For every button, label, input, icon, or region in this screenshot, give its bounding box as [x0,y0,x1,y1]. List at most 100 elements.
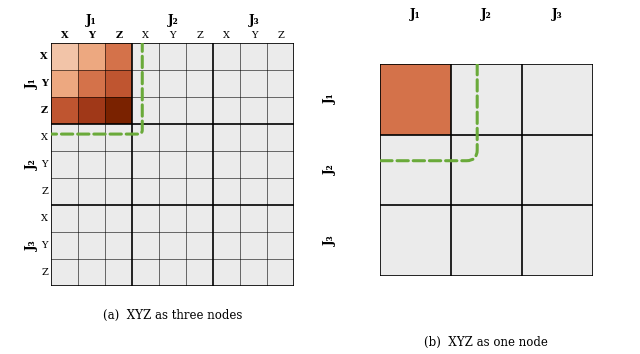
Bar [51,205,78,232]
Bar [268,70,294,97]
Bar [78,178,105,205]
Bar [451,64,522,135]
Bar [186,97,213,124]
Bar [132,259,159,286]
Bar [241,232,268,259]
Bar [78,205,105,232]
Text: J₁: J₁ [26,78,39,89]
Bar [78,97,105,124]
Bar [105,97,132,124]
Bar [186,232,213,259]
Bar [159,97,186,124]
Bar [105,205,132,232]
Bar [268,232,294,259]
Bar [105,178,132,205]
Bar [159,178,186,205]
Bar [213,97,241,124]
Bar [78,259,105,286]
Bar [159,43,186,70]
Text: (a)  XYZ as three nodes: (a) XYZ as three nodes [103,309,243,322]
Bar [186,43,213,70]
Bar [268,205,294,232]
Bar [241,151,268,178]
Bar [105,43,132,70]
Bar [241,70,268,97]
Bar [159,232,186,259]
Bar [132,151,159,178]
Bar [268,97,294,124]
Text: J₃: J₃ [324,235,337,246]
Bar [241,259,268,286]
Bar [380,135,451,205]
Bar [213,178,241,205]
Bar [241,205,268,232]
Bar [268,124,294,151]
Text: X: X [61,31,68,40]
Text: J₂: J₂ [168,14,178,27]
Bar [105,124,132,151]
Bar [241,124,268,151]
Text: J₁: J₁ [324,94,337,104]
Bar [268,178,294,205]
Text: Z: Z [115,31,122,40]
Bar [78,70,105,97]
Bar [186,151,213,178]
Bar [159,70,186,97]
Bar [159,124,186,151]
Text: J₁: J₁ [410,8,421,21]
Bar [105,232,132,259]
Bar [132,205,159,232]
Text: X: X [41,214,48,223]
Text: Y: Y [170,31,176,40]
Text: X: X [142,31,149,40]
Text: J₂: J₂ [26,159,39,170]
Bar [132,232,159,259]
Bar [186,259,213,286]
Bar [241,178,268,205]
Text: Y: Y [42,160,48,169]
Bar [51,151,78,178]
Bar [522,205,593,276]
Text: X: X [41,133,48,142]
Text: J₂: J₂ [324,165,337,175]
Bar [268,151,294,178]
Bar [51,124,78,151]
Bar [186,70,213,97]
Text: Y: Y [41,79,48,88]
Bar [186,124,213,151]
Text: Z: Z [41,106,48,115]
Bar [132,97,159,124]
Bar [380,205,451,276]
Text: X: X [40,52,48,61]
Text: J₃: J₃ [26,240,39,251]
Bar [213,232,241,259]
Bar [159,151,186,178]
Text: X: X [223,31,230,40]
Text: Z: Z [196,31,204,40]
Bar [213,70,241,97]
Bar [51,97,78,124]
Bar [522,64,593,135]
Bar [105,259,132,286]
Bar [241,97,268,124]
Bar [451,135,522,205]
Text: J₃: J₃ [552,8,563,21]
Bar [268,259,294,286]
Bar [78,151,105,178]
Bar [268,43,294,70]
Bar [522,135,593,205]
Bar [213,205,241,232]
Bar [132,124,159,151]
Text: Y: Y [251,31,257,40]
Bar [78,43,105,70]
Bar [132,43,159,70]
Bar [213,151,241,178]
Bar [159,259,186,286]
Text: Z: Z [41,187,48,196]
Bar [213,43,241,70]
Bar [451,205,522,276]
Bar [105,70,132,97]
Bar [213,124,241,151]
Text: J₃: J₃ [248,14,259,27]
Bar [78,124,105,151]
